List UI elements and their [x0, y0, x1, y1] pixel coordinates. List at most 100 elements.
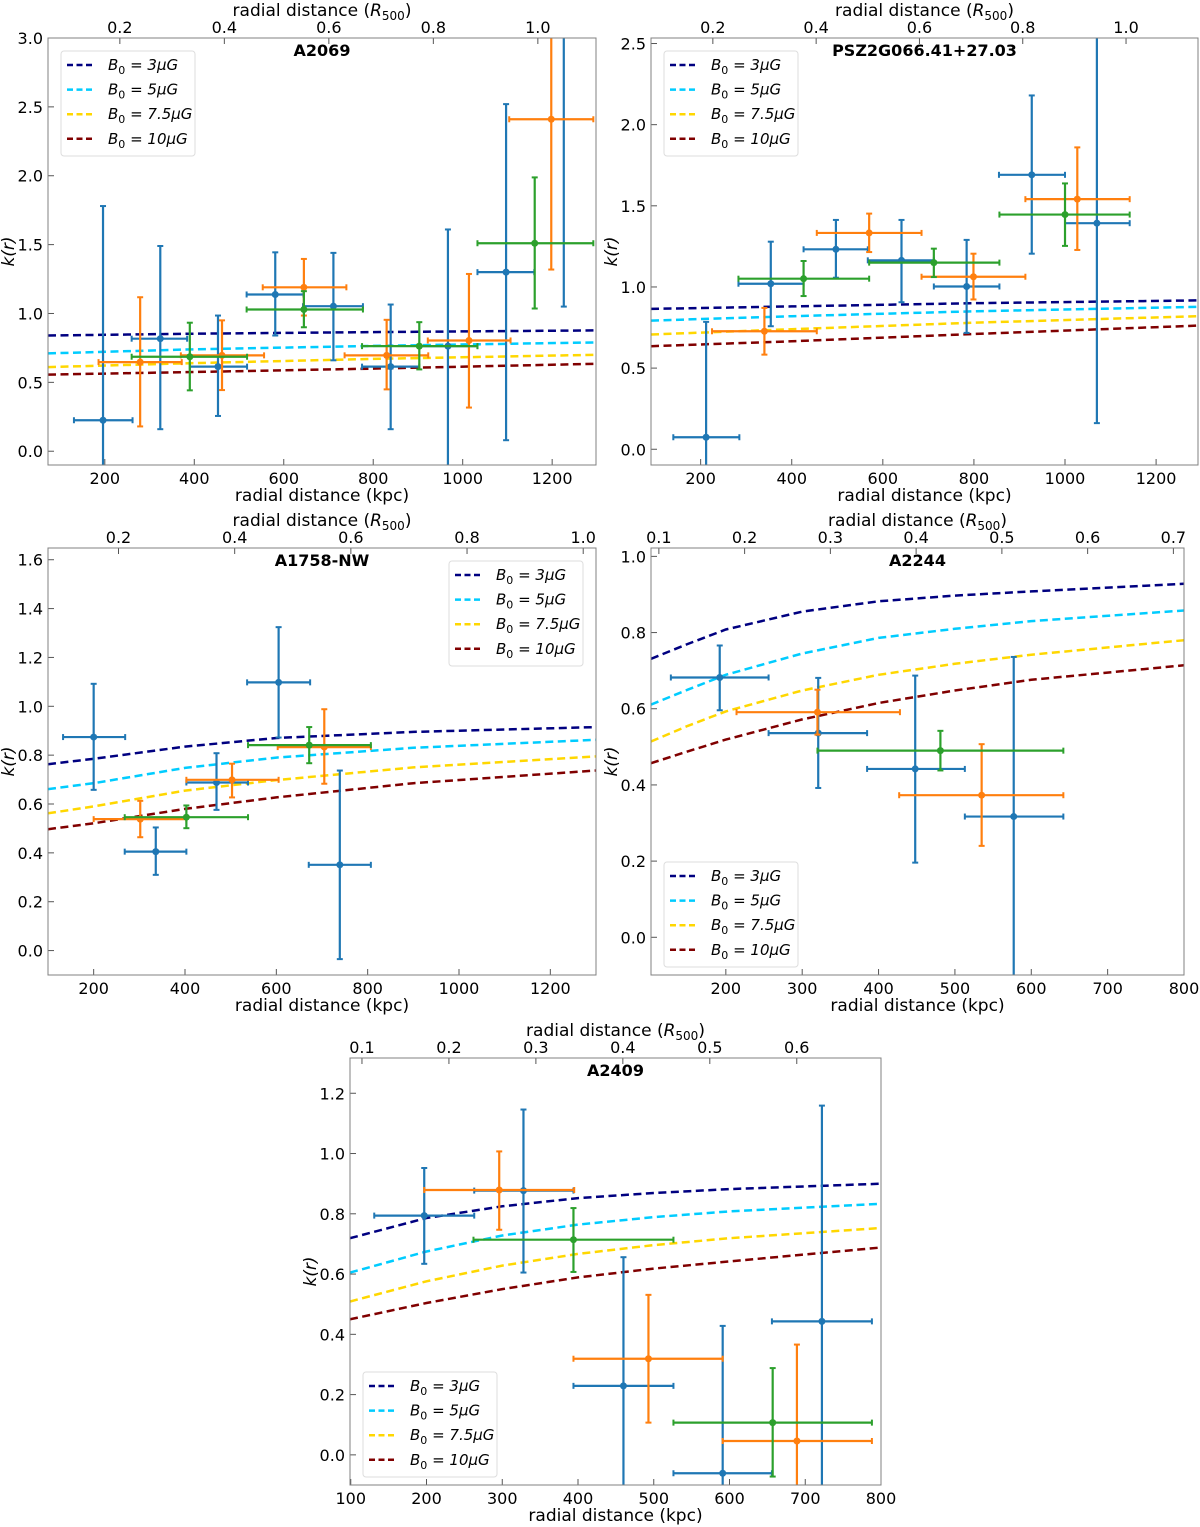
data-point	[130, 321, 249, 392]
legend-item: B0 = 3μG	[670, 867, 781, 888]
legend-label: B0 = 7.5μG	[410, 1426, 494, 1447]
legend-subscript: 0	[721, 89, 728, 102]
y-tick-label: 0.2	[621, 852, 646, 871]
top-tick-label: 0.6	[1075, 528, 1100, 547]
legend-value: = 7.5μG	[427, 1426, 494, 1444]
legend-label: B0 = 3μG	[711, 867, 781, 888]
legend-symbol: B	[410, 1426, 420, 1444]
y-tick-label: 0.0	[621, 928, 646, 947]
legend-symbol: B	[410, 1377, 420, 1395]
model-curve	[48, 755, 596, 815]
top-x-axis-label: radial distance (R500)	[233, 511, 412, 533]
legend-value: = 3μG	[728, 56, 781, 74]
data-marker	[865, 229, 873, 237]
data-point	[426, 272, 512, 409]
legend-symbol: B	[496, 591, 506, 609]
data-marker	[569, 1236, 577, 1244]
legend-value: = 5μG	[728, 81, 781, 99]
x-tick-label: 600	[268, 469, 299, 488]
x-tick-label: 200	[90, 469, 121, 488]
plot-frame	[349, 1057, 882, 1486]
legend-symbol: B	[711, 105, 721, 123]
legend-item: B0 = 3μG	[67, 56, 178, 77]
data-point	[711, 306, 818, 356]
top-tick-label: 0.4	[222, 528, 247, 547]
data-point	[770, 1104, 873, 1485]
legend-item: B0 = 3μG	[369, 1377, 480, 1398]
y-tick-label: 0.6	[621, 700, 646, 719]
data-marker	[329, 302, 337, 310]
data-point	[361, 303, 421, 431]
legend: B0 = 3μG B0 = 5μG B0 = 7.5μG B0 = 10μG	[362, 1371, 498, 1478]
data-marker	[769, 1419, 777, 1427]
legend-subscript: 0	[118, 89, 125, 102]
plot-frame	[47, 37, 597, 466]
legend-item: B0 = 7.5μG	[369, 1426, 494, 1447]
model-curve	[651, 324, 1198, 348]
x-tick-label: 600	[714, 1489, 745, 1508]
top-x-axis-label: radial distance (R500)	[233, 1, 412, 23]
label-symbol: R	[370, 1, 382, 21]
y-axis-label: k(r)	[0, 746, 19, 776]
label-symbol: R	[966, 511, 978, 531]
x-tick-label: 1000	[439, 979, 480, 998]
y-tick-label: 3.0	[18, 29, 43, 48]
data-point	[245, 251, 305, 337]
data-marker	[271, 290, 279, 298]
data-point	[816, 729, 1065, 772]
label-symbol: R	[973, 1, 985, 21]
legend-value: = 3μG	[728, 867, 781, 885]
panel-a2409: 100 200 300 400 500 600 700 800 0.0 0.2 0.4 0.6 0.8 1…	[301, 1021, 896, 1526]
data-point	[361, 321, 479, 371]
legend-value: = 3μG	[427, 1377, 480, 1395]
panel-a1758-nw: 200 400 600 800 1000 1200 0.0 0.2 0.4 0.6 0.8 1.0 1.…	[0, 511, 597, 1016]
data-point	[247, 726, 372, 765]
legend-item: B0 = 7.5μG	[455, 615, 580, 636]
label-part: radial distance (	[828, 511, 966, 531]
y-tick-label: 0.0	[18, 942, 43, 961]
legend-item: B0 = 10μG	[670, 941, 791, 962]
legend-symbol: B	[108, 56, 118, 74]
top-tick-label: 0.2	[107, 18, 132, 37]
y-tick-label: 2.0	[621, 116, 646, 135]
data-marker	[547, 115, 555, 123]
legend-label: B0 = 5μG	[496, 591, 566, 612]
top-tick-label: 0.2	[700, 18, 725, 37]
label-part: radial distance (	[835, 1, 973, 21]
data-point	[246, 626, 312, 739]
legend-symbol: B	[410, 1402, 420, 1420]
data-point	[997, 94, 1067, 255]
plot-frame	[650, 547, 1185, 976]
legend-subscript: 0	[721, 949, 728, 962]
label-subscript: 500	[382, 9, 405, 23]
legend-label: B0 = 5μG	[410, 1402, 480, 1423]
y-tick-label: 0.6	[18, 795, 43, 814]
legend-symbol: B	[108, 130, 118, 148]
legend-label: B0 = 10μG	[711, 130, 791, 151]
top-tick-label: 0.6	[338, 528, 363, 547]
data-marker	[336, 861, 344, 869]
legend-subscript: 0	[118, 64, 125, 77]
data-point	[276, 708, 372, 785]
legend-item: B0 = 5μG	[369, 1402, 480, 1423]
top-tick-label: 0.1	[349, 1038, 374, 1057]
y-tick-label: 0.5	[621, 359, 646, 378]
data-marker	[793, 1437, 801, 1445]
y-tick-label: 2.0	[18, 167, 43, 186]
y-tick-label: 0.4	[621, 776, 646, 795]
y-tick-label: 0.8	[621, 624, 646, 643]
data-marker	[1010, 813, 1018, 821]
label-part: radial distance (	[233, 1, 371, 21]
legend-item: B0 = 10μG	[369, 1451, 490, 1472]
legend-label: B0 = 3μG	[410, 1377, 480, 1398]
top-tick-label: 0.6	[784, 1038, 809, 1057]
x-tick-label: 1200	[530, 979, 571, 998]
data-point	[1064, 38, 1131, 425]
x-tick-label: 100	[335, 1489, 366, 1508]
top-tick-label: 0.8	[421, 18, 446, 37]
top-x-axis-label: radial distance (R500)	[828, 511, 1007, 533]
data-marker	[1028, 171, 1036, 179]
data-point	[672, 1324, 773, 1485]
